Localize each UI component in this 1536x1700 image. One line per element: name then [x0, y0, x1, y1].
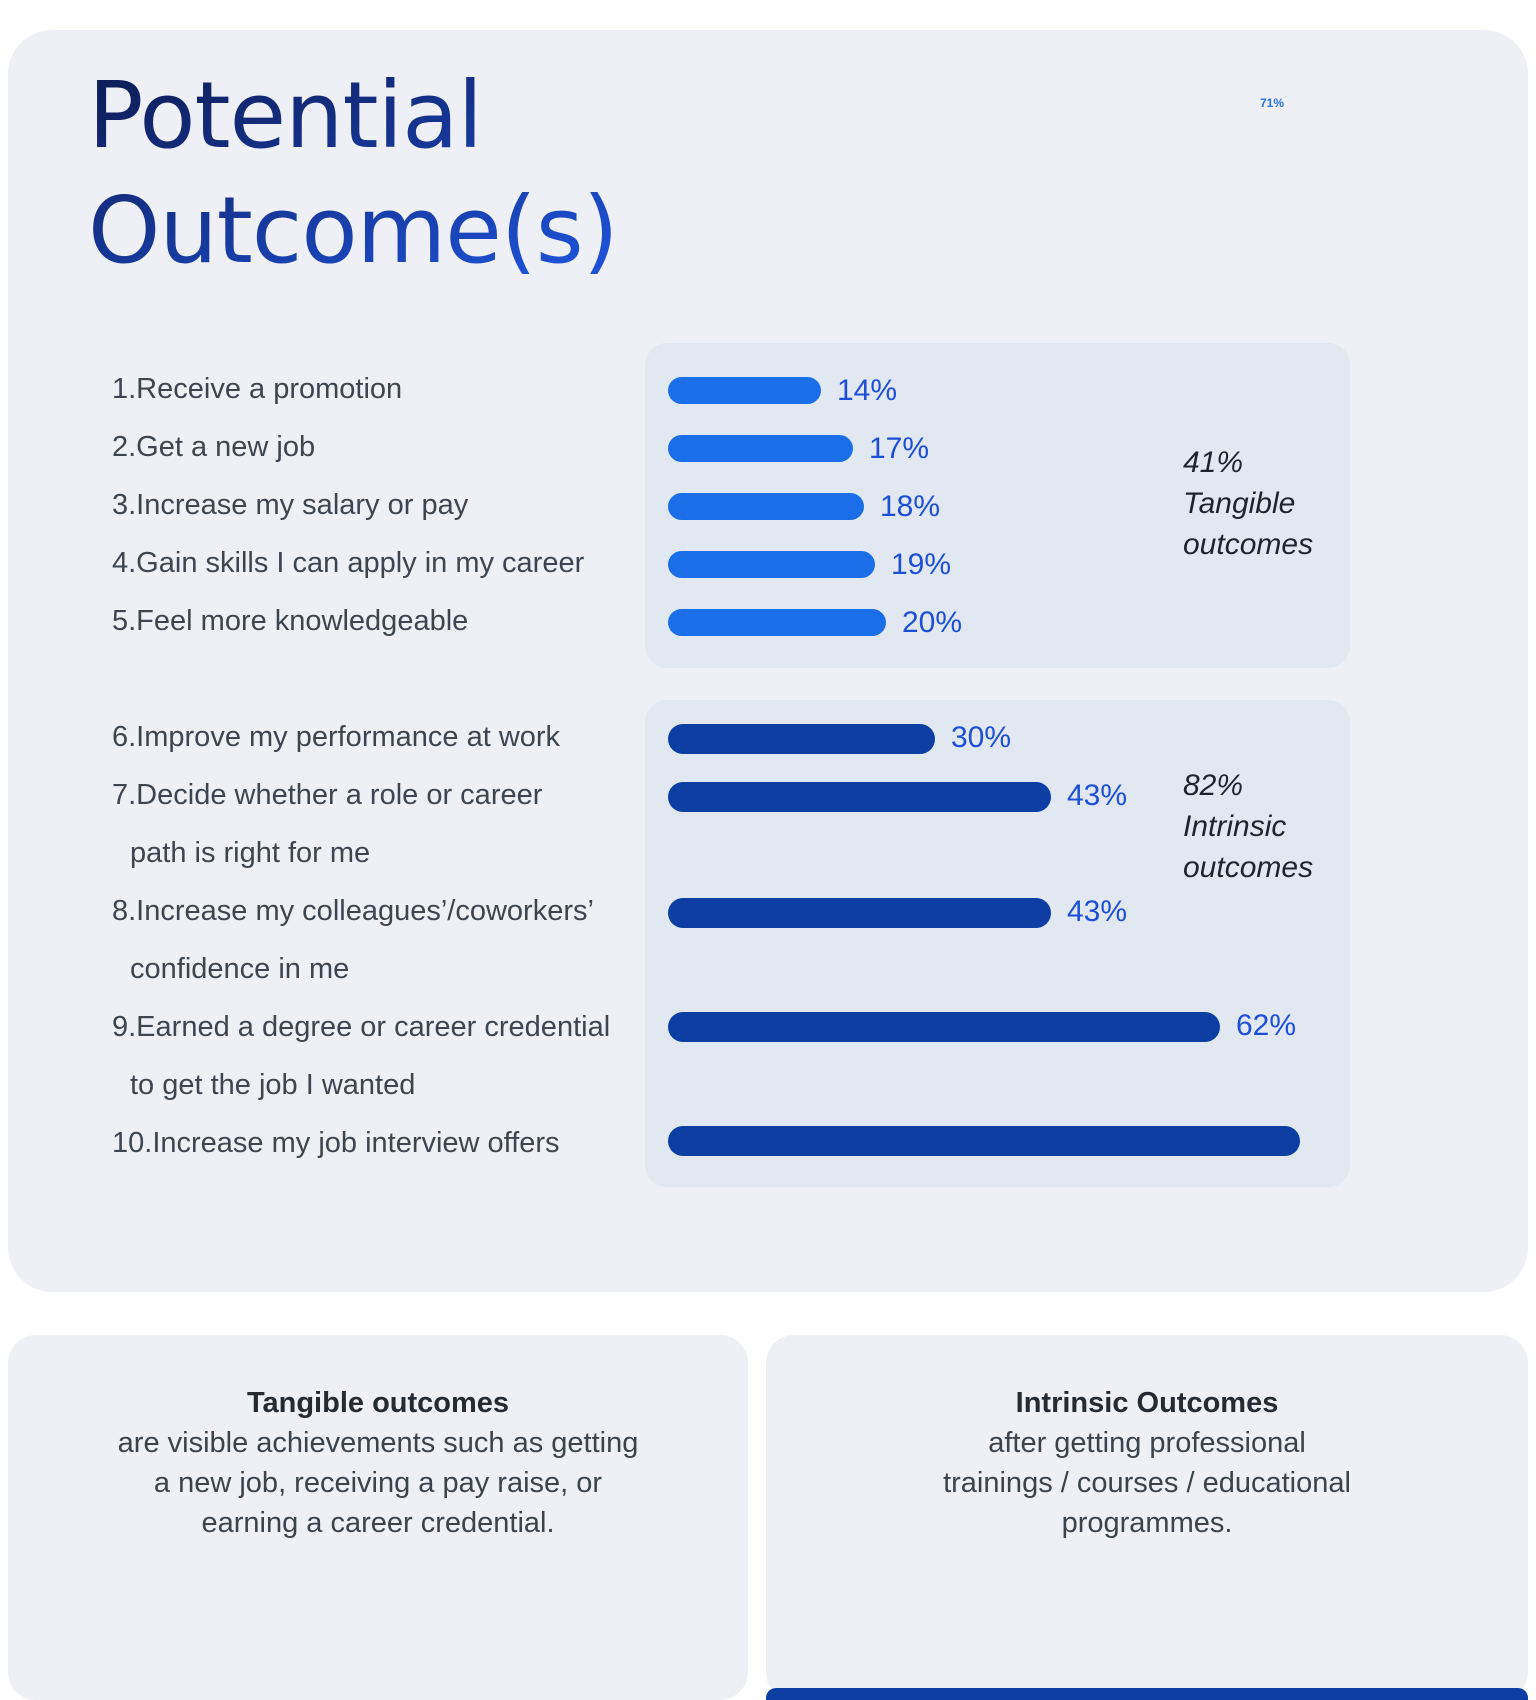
bar-value: 62%	[1236, 1009, 1297, 1042]
outcome-label: 10.Increase my job interview offers	[112, 1127, 560, 1159]
bar	[668, 898, 1051, 928]
outcome-label: 4.Gain skills I can apply in my career	[112, 547, 585, 579]
annotation-line: 82%	[1183, 769, 1244, 802]
bar-value: 14%	[837, 374, 898, 407]
bar-value: 20%	[902, 606, 963, 639]
bar	[668, 609, 886, 636]
intrinsic-card-body: after getting professional trainings / c…	[943, 1427, 1351, 1539]
outcome-label: 7.Decide whether a role or career	[112, 779, 543, 811]
tangible-card-body: are visible achievements such as getting…	[117, 1427, 639, 1539]
group-annotation-tangible: 41% Tangible outcomes	[1183, 442, 1313, 565]
chart-panel-intrinsic	[645, 700, 1350, 1187]
page-title-line1: Potential	[88, 62, 483, 169]
bar	[668, 782, 1051, 812]
intrinsic-definition-card: Intrinsic Outcomes after getting profess…	[766, 1335, 1528, 1700]
outcome-label: 5.Feel more knowledgeable	[112, 605, 469, 637]
bar	[668, 1012, 1220, 1042]
next-card-peek	[766, 1688, 1528, 1700]
outcome-label: 3.Increase my salary or pay	[112, 489, 469, 521]
stray-bar-value-label: 71%	[1260, 96, 1285, 110]
tangible-card-title: Tangible outcomes	[246, 1387, 510, 1419]
bar-value: 17%	[869, 432, 930, 465]
annotation-line: outcomes	[1183, 851, 1314, 884]
annotation-line: Tangible	[1183, 487, 1296, 520]
annotation-line: outcomes	[1183, 528, 1314, 561]
bar-value: 19%	[891, 548, 952, 581]
outcome-label: confidence in me	[130, 953, 350, 985]
outcome-label: 9.Earned a degree or career credential	[112, 1011, 611, 1043]
bar-value: 30%	[951, 721, 1012, 754]
outcome-label: 8.Increase my colleagues’/coworkers’	[112, 895, 594, 927]
page-title: Potential Outcome(s)	[88, 58, 618, 288]
bar	[668, 435, 853, 462]
bar	[668, 724, 935, 754]
annotation-line: 41%	[1183, 446, 1244, 479]
outcome-label: path is right for me	[130, 837, 371, 869]
bar-value: 43%	[1067, 895, 1128, 928]
bar	[668, 1126, 1300, 1156]
outcomes-card: Potential Outcome(s) 71% 41% Tangible outco…	[8, 30, 1528, 1292]
intrinsic-card-title: Intrinsic Outcomes	[1015, 1387, 1279, 1419]
outcome-label: to get the job I wanted	[130, 1069, 416, 1101]
outcome-label: 1.Receive a promotion	[112, 373, 403, 405]
bar-value: 18%	[880, 490, 941, 523]
tangible-definition-card: Tangible outcomes are visible achievemen…	[8, 1335, 748, 1700]
outcome-label: 2.Get a new job	[112, 431, 316, 463]
bar	[668, 377, 821, 404]
page-title-line2: Outcome(s)	[88, 177, 618, 284]
outcome-label: 6.Improve my performance at work	[112, 721, 561, 753]
annotation-line: Intrinsic	[1183, 810, 1287, 843]
group-annotation-intrinsic: 82% Intrinsic outcomes	[1183, 765, 1313, 888]
bar-value: 43%	[1067, 779, 1128, 812]
bar	[668, 493, 864, 520]
bar	[668, 551, 875, 578]
